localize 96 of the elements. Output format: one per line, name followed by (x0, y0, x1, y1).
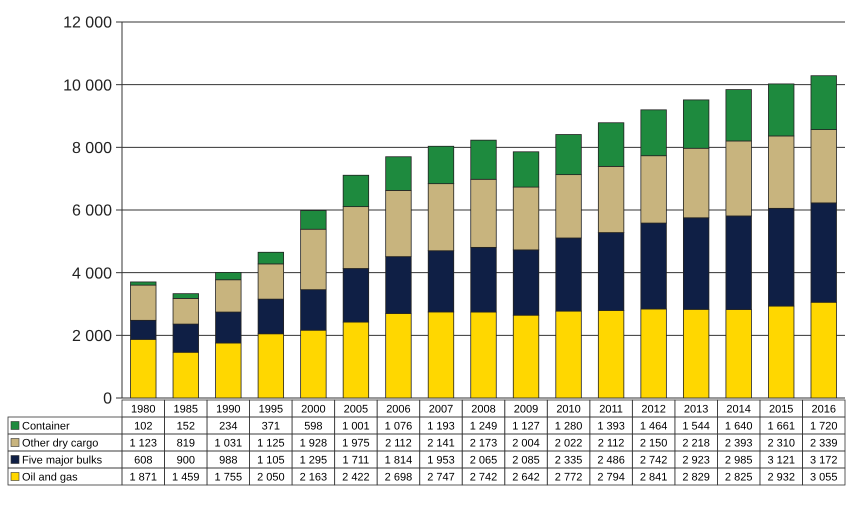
x-tick-label: 2000 (301, 403, 326, 416)
x-tick-label: 2011 (599, 403, 623, 416)
text: 1 711 (342, 454, 370, 466)
x-tick-label: 2014 (726, 403, 751, 416)
text: 2 932 (767, 471, 795, 484)
text: 1 975 (342, 437, 370, 450)
y-tick-label: 2 000 (72, 328, 112, 345)
legend-label: Oil and gas (22, 471, 78, 484)
text: 1 249 (470, 420, 498, 432)
text: 3 121 (767, 454, 795, 466)
text: 2 829 (682, 471, 710, 484)
text: 819 (176, 437, 195, 450)
text: 3 172 (810, 454, 838, 466)
text: 1 105 (257, 454, 285, 466)
legend-label: Five major bulks (22, 454, 103, 466)
text: 2 050 (257, 471, 285, 484)
text: 2 141 (427, 437, 455, 450)
text: 2 742 (640, 454, 668, 466)
x-tick-label: 2015 (768, 403, 794, 416)
text: 2 747 (427, 471, 455, 484)
text: 2 310 (767, 437, 795, 450)
text: 2 393 (724, 437, 752, 450)
text: 2 985 (724, 454, 752, 466)
y-tick-label: 8 000 (72, 140, 112, 157)
text: 1 544 (682, 420, 710, 432)
x-tick-label: 1985 (174, 403, 198, 416)
text: 152 (176, 420, 195, 432)
text: 988 (219, 454, 238, 466)
text: 2 742 (470, 471, 498, 484)
text: 2 642 (512, 471, 540, 484)
text: 2 173 (470, 437, 498, 450)
text: 1 295 (300, 454, 328, 466)
text: 608 (134, 454, 152, 466)
text: 371 (262, 420, 280, 432)
y-tick-label: 0 (103, 390, 112, 408)
x-tick-label: 1990 (216, 403, 241, 416)
text: 234 (219, 420, 238, 432)
text: 2 335 (554, 454, 582, 466)
text: 1 720 (810, 420, 838, 432)
x-tick-label: 1995 (258, 403, 284, 416)
x-tick-label: 2016 (811, 403, 836, 416)
text: 1 814 (384, 454, 412, 466)
text: 1 125 (257, 437, 285, 450)
y-tick-label: 12 000 (63, 14, 112, 32)
text: 2 772 (554, 471, 582, 484)
text: 2 112 (385, 437, 412, 450)
text: 2 841 (640, 471, 668, 484)
x-tick-label: 2013 (684, 403, 708, 416)
y-tick-label: 6 000 (72, 202, 112, 220)
text: 2 112 (598, 437, 624, 450)
text: 2 065 (470, 454, 498, 466)
text: 1 871 (130, 471, 158, 484)
text: 2 022 (554, 437, 582, 450)
text: 1 123 (130, 437, 158, 450)
text: 2 698 (384, 471, 412, 484)
text: 1 193 (427, 420, 455, 432)
text: 1 464 (640, 420, 668, 432)
legend-label: Container (22, 420, 70, 432)
text: 2 794 (597, 471, 625, 484)
text: 2 150 (640, 437, 668, 450)
text: 1 001 (342, 420, 370, 432)
x-tick-label: 2012 (641, 403, 666, 416)
text: 2 422 (342, 471, 370, 484)
text: 2 218 (682, 437, 710, 450)
text: 1 640 (724, 420, 752, 432)
text: 2 163 (300, 471, 328, 484)
text: 1 928 (300, 437, 328, 450)
text: 102 (134, 420, 152, 432)
text: 2 339 (810, 437, 838, 450)
text: 2 486 (597, 454, 625, 466)
x-tick-label: 2008 (471, 403, 496, 416)
legend-label: Other dry cargo (22, 437, 98, 450)
text: 900 (176, 454, 195, 466)
x-tick-label: 2007 (428, 403, 454, 416)
text: 1 393 (597, 420, 625, 432)
text: 1 953 (427, 454, 455, 466)
x-tick-label: 2006 (386, 403, 411, 416)
x-tick-label: 2010 (556, 403, 581, 416)
text: 1 076 (384, 420, 412, 432)
x-tick-label: 1980 (131, 403, 156, 416)
y-tick-label: 10 000 (63, 77, 112, 94)
text: 1 031 (214, 437, 242, 450)
text: 2 923 (682, 454, 710, 466)
text: 3 055 (810, 471, 838, 484)
text: 2 085 (512, 454, 540, 466)
text: 1 459 (172, 471, 200, 484)
text: 1 280 (554, 420, 582, 432)
text: 2 825 (724, 471, 752, 484)
text: 1 755 (214, 471, 242, 484)
y-tick-label: 4 000 (72, 265, 112, 282)
text: 1 127 (512, 420, 540, 432)
x-tick-label: 2009 (514, 403, 538, 416)
text: 1 661 (767, 420, 795, 432)
x-tick-label: 2005 (344, 403, 368, 416)
text: 2 004 (512, 437, 540, 450)
text: 598 (304, 420, 323, 432)
